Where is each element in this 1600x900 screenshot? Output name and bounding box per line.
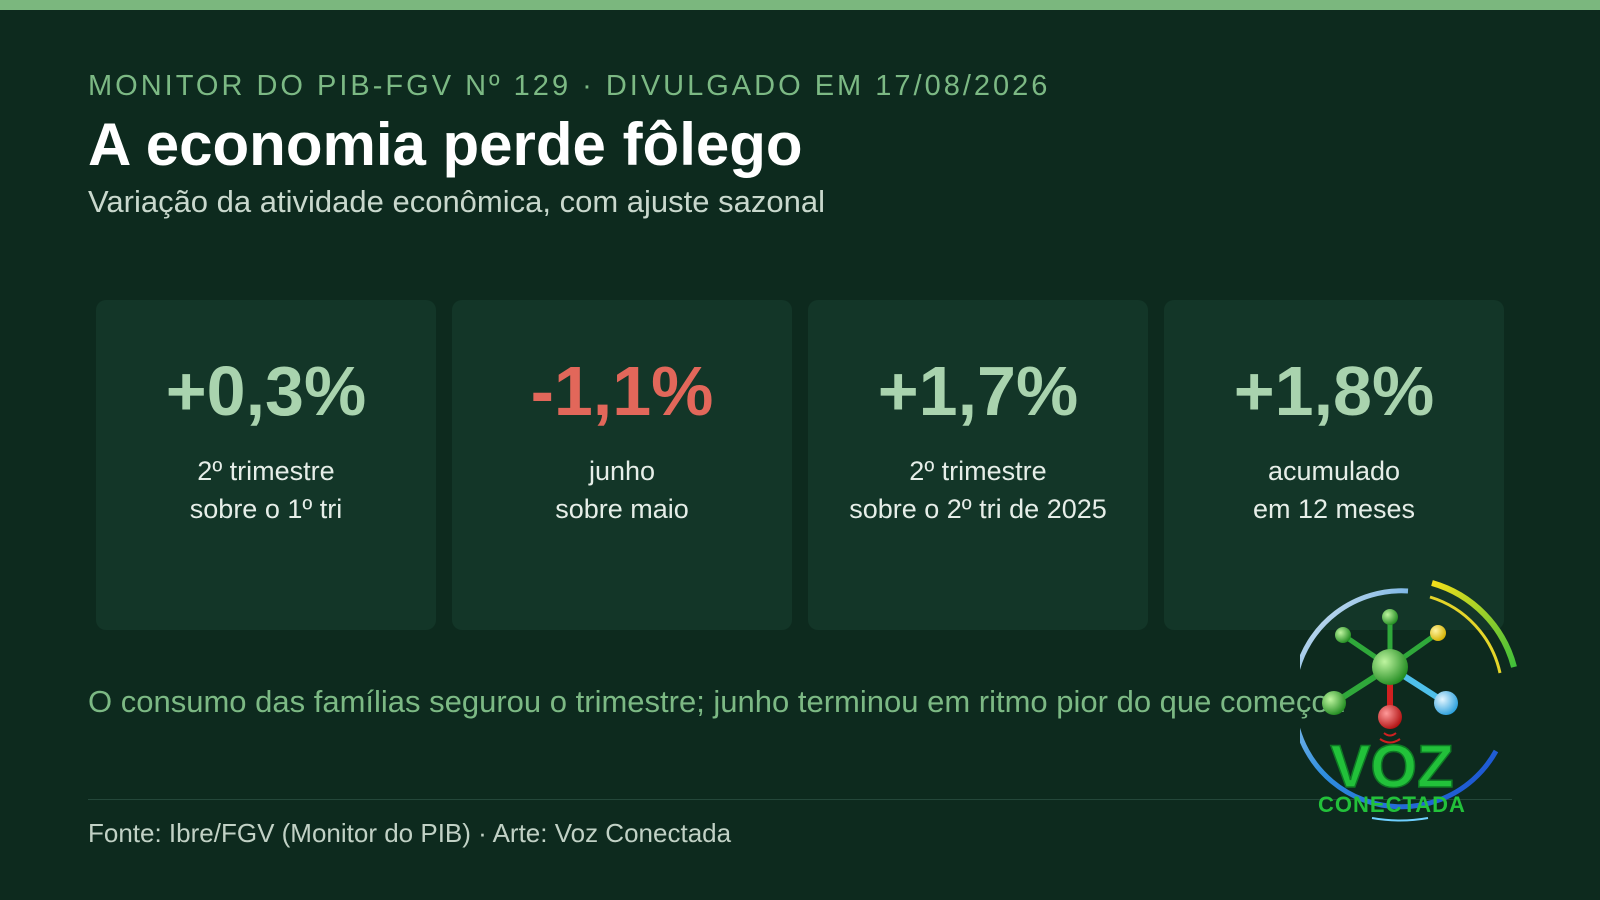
stat-label-line1: 2º trimestre: [197, 456, 335, 486]
voz-conectada-logo: VOZ CONECTADA: [1300, 580, 1517, 822]
stat-label: 2º trimestre sobre o 2º tri de 2025: [849, 452, 1107, 528]
logo-sparkle: [1371, 817, 1429, 822]
logo-word-voz: VOZ: [1330, 733, 1453, 800]
stat-label: 2º trimestre sobre o 1º tri: [190, 452, 342, 528]
stat-label-line1: acumulado: [1267, 456, 1401, 486]
logo-molecule-icon: [1322, 609, 1458, 744]
stat-card-month: -1,1% junho sobre maio: [452, 300, 792, 630]
stat-card-12-months: +1,8% acumulado em 12 meses: [1164, 300, 1504, 630]
stat-label: junho sobre maio: [555, 452, 689, 528]
stat-label-line2: sobre o 1º tri: [189, 494, 343, 524]
stat-card-year-over-year: +1,7% 2º trimestre sobre o 2º tri de 202…: [808, 300, 1148, 630]
kicker: MONITOR DO PIB-FGV Nº 129 · DIVULGADO EM…: [88, 70, 1051, 102]
page-title: A economia perde fôlego: [88, 111, 803, 178]
stat-value: +1,7%: [877, 352, 1079, 430]
stat-value: -1,1%: [530, 352, 714, 430]
stat-value: +0,3%: [165, 352, 367, 430]
top-accent-bar: [0, 0, 1600, 10]
logo-word-conectada: CONECTADA: [1318, 792, 1466, 817]
stat-card-quarter: +0,3% 2º trimestre sobre o 1º tri: [96, 300, 436, 630]
stat-cards: +0,3% 2º trimestre sobre o 1º tri -1,1% …: [96, 300, 1504, 630]
summary-note: O consumo das famílias segurou o trimest…: [88, 684, 1346, 719]
stat-label-line2: em 12 meses: [1252, 494, 1416, 524]
stat-label-line1: 2º trimestre: [909, 456, 1047, 486]
stat-label: acumulado em 12 meses: [1253, 452, 1415, 528]
footer-divider: [88, 799, 1512, 800]
page-subtitle: Variação da atividade econômica, com aju…: [88, 184, 825, 219]
stat-label-line1: junho: [588, 456, 656, 486]
stat-value: +1,8%: [1233, 352, 1435, 430]
source-credit: Fonte: Ibre/FGV (Monitor do PIB) · Arte:…: [88, 818, 732, 848]
stat-label-line2: sobre o 2º tri de 2025: [849, 494, 1107, 524]
stat-label-line2: sobre maio: [555, 494, 689, 524]
logo-ring: [1300, 580, 1517, 810]
